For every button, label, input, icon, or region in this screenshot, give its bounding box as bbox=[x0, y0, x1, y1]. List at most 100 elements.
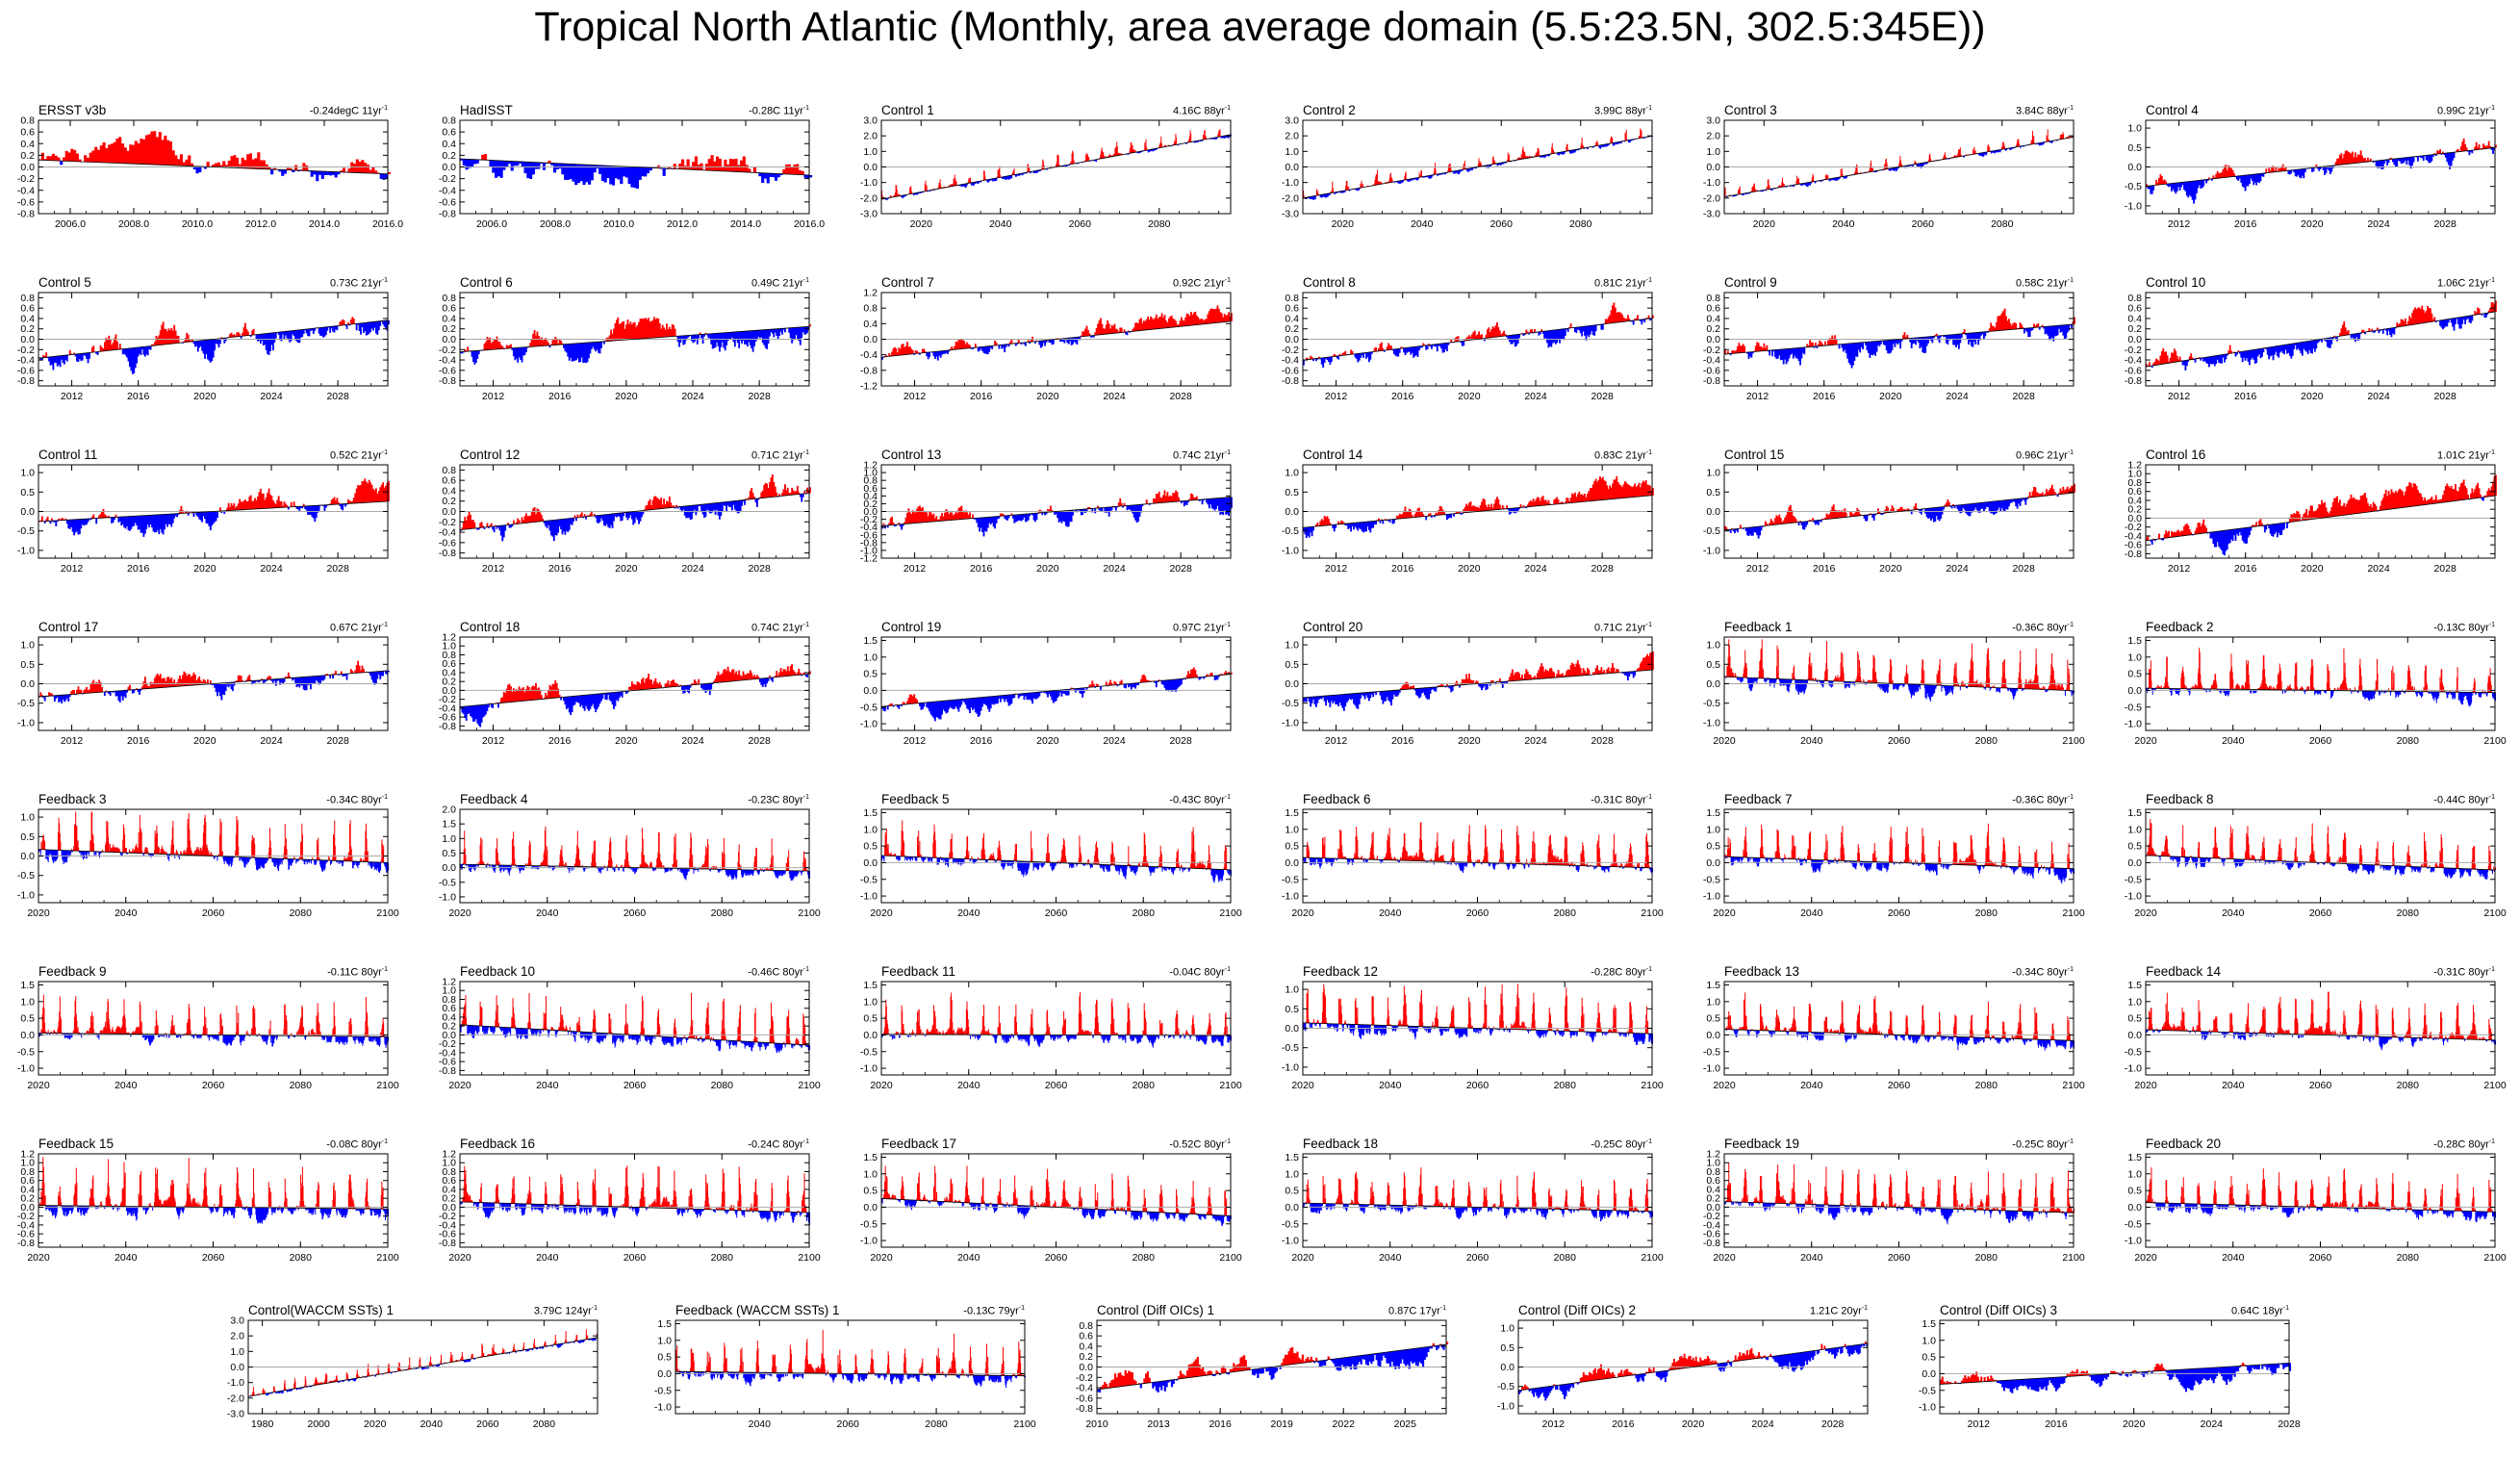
positive-anomaly-bar bbox=[2031, 131, 2033, 144]
positive-anomaly-bar bbox=[1915, 162, 1917, 165]
x-tick-label: 2040 bbox=[989, 218, 1012, 230]
negative-anomaly-bar bbox=[1543, 155, 1545, 158]
positive-anomaly-bar bbox=[1118, 153, 1120, 156]
negative-anomaly-bar bbox=[501, 525, 504, 542]
negative-anomaly-bar bbox=[2183, 182, 2185, 191]
positive-anomaly-bar bbox=[1943, 155, 1945, 160]
positive-anomaly-bar bbox=[1315, 189, 1317, 196]
positive-anomaly-bar bbox=[752, 166, 756, 173]
positive-anomaly-bar bbox=[546, 340, 548, 346]
negative-anomaly-bar bbox=[143, 346, 146, 357]
negative-anomaly-bar bbox=[1356, 188, 1358, 192]
positive-anomaly-bar bbox=[59, 519, 62, 521]
positive-anomaly-bar bbox=[1131, 142, 1133, 154]
negative-anomaly-bar bbox=[1017, 173, 1019, 176]
positive-anomaly-bar bbox=[2358, 155, 2361, 164]
negative-anomaly-bar bbox=[386, 319, 389, 331]
positive-anomaly-bar bbox=[279, 500, 282, 508]
positive-anomaly-bar bbox=[376, 172, 381, 174]
positive-anomaly-bar bbox=[1100, 318, 1102, 335]
negative-anomaly-bar bbox=[2324, 166, 2326, 175]
negative-anomaly-bar bbox=[2384, 160, 2387, 162]
positive-anomaly-bar bbox=[2008, 319, 2010, 330]
x-tick-label: 2016 bbox=[2234, 218, 2257, 230]
positive-anomaly-bar bbox=[105, 337, 108, 351]
negative-anomaly-bar bbox=[2461, 317, 2464, 324]
negative-anomaly-bar bbox=[2006, 148, 2008, 150]
negative-anomaly-bar bbox=[2218, 355, 2221, 363]
negative-anomaly-bar bbox=[1220, 136, 1222, 138]
positive-anomaly-bar bbox=[333, 497, 336, 505]
positive-anomaly-bar bbox=[1116, 329, 1119, 334]
positive-anomaly-bar bbox=[490, 343, 493, 350]
positive-anomaly-bar bbox=[1113, 153, 1115, 157]
negative-anomaly-bar bbox=[2364, 332, 2366, 335]
positive-anomaly-bar bbox=[1624, 132, 1626, 141]
negative-anomaly-bar bbox=[2027, 327, 2030, 338]
positive-anomaly-bar bbox=[1107, 323, 1110, 334]
positive-anomaly-bar bbox=[1102, 150, 1104, 159]
negative-anomaly-bar bbox=[126, 516, 128, 527]
negative-anomaly-bar bbox=[334, 171, 338, 178]
negative-anomaly-bar bbox=[1194, 141, 1196, 143]
negative-anomaly-bar bbox=[2238, 175, 2241, 179]
negative-anomaly-bar bbox=[1156, 148, 1158, 150]
positive-anomaly-bar bbox=[648, 318, 650, 339]
negative-anomaly-bar bbox=[2304, 342, 2306, 351]
positive-anomaly-bar bbox=[1537, 147, 1539, 157]
negative-anomaly-bar bbox=[348, 324, 351, 326]
negative-anomaly-bar bbox=[1865, 342, 1867, 345]
panel-title: Control 9 bbox=[1724, 275, 1777, 290]
positive-anomaly-bar bbox=[1401, 346, 1404, 348]
negative-anomaly-bar bbox=[204, 340, 206, 359]
negative-anomaly-bar bbox=[139, 515, 140, 530]
positive-anomaly-bar bbox=[388, 171, 392, 174]
x-tick-label: 2024 bbox=[2367, 218, 2390, 230]
negative-anomaly-bar bbox=[1215, 137, 1217, 141]
positive-anomaly-bar bbox=[252, 500, 255, 510]
positive-anomaly-bar bbox=[2158, 178, 2160, 186]
negative-anomaly-bar bbox=[1741, 193, 1743, 195]
positive-anomaly-bar bbox=[1724, 348, 1726, 355]
positive-anomaly-bar bbox=[289, 167, 293, 170]
negative-anomaly-bar bbox=[1889, 168, 1891, 171]
positive-anomaly-bar bbox=[1612, 305, 1614, 323]
negative-anomaly-bar bbox=[1885, 340, 1888, 351]
negative-anomaly-bar bbox=[80, 519, 83, 529]
negative-anomaly-bar bbox=[1142, 150, 1144, 152]
negative-anomaly-bar bbox=[2009, 147, 2011, 150]
negative-anomaly-bar bbox=[1425, 176, 1427, 178]
negative-anomaly-bar bbox=[1453, 170, 1455, 174]
positive-anomaly-bar bbox=[299, 169, 303, 171]
negative-anomaly-bar bbox=[708, 333, 711, 339]
negative-anomaly-bar bbox=[2256, 348, 2259, 357]
positive-anomaly-bar bbox=[89, 152, 92, 163]
positive-anomaly-bar bbox=[917, 352, 920, 354]
positive-anomaly-bar bbox=[646, 319, 649, 339]
y-tick-label: -1.0 bbox=[17, 545, 35, 556]
positive-anomaly-bar bbox=[2159, 355, 2162, 365]
positive-anomaly-bar bbox=[1616, 312, 1619, 323]
negative-anomaly-bar bbox=[1006, 175, 1008, 179]
negative-anomaly-bar bbox=[1539, 331, 1541, 335]
positive-anomaly-bar bbox=[1523, 150, 1525, 160]
negative-anomaly-bar bbox=[1468, 168, 1470, 172]
negative-anomaly-bar bbox=[776, 328, 779, 340]
positive-anomaly-bar bbox=[480, 522, 483, 528]
positive-anomaly-bar bbox=[219, 165, 223, 167]
positive-anomaly-bar bbox=[1375, 346, 1378, 352]
positive-anomaly-bar bbox=[1110, 155, 1112, 157]
negative-anomaly-bar bbox=[1198, 141, 1200, 142]
negative-anomaly-bar bbox=[1039, 169, 1041, 172]
negative-anomaly-bar bbox=[368, 322, 370, 334]
positive-anomaly-bar bbox=[906, 342, 908, 355]
negative-anomaly-bar bbox=[1359, 188, 1361, 190]
positive-anomaly-bar bbox=[1030, 339, 1032, 343]
positive-anomaly-bar bbox=[1486, 329, 1489, 339]
positive-anomaly-bar bbox=[2168, 361, 2170, 364]
negative-anomaly-bar bbox=[1862, 342, 1865, 350]
negative-anomaly-bar bbox=[1019, 173, 1021, 176]
negative-anomaly-bar bbox=[1501, 163, 1503, 165]
negative-anomaly-bar bbox=[2176, 183, 2178, 192]
